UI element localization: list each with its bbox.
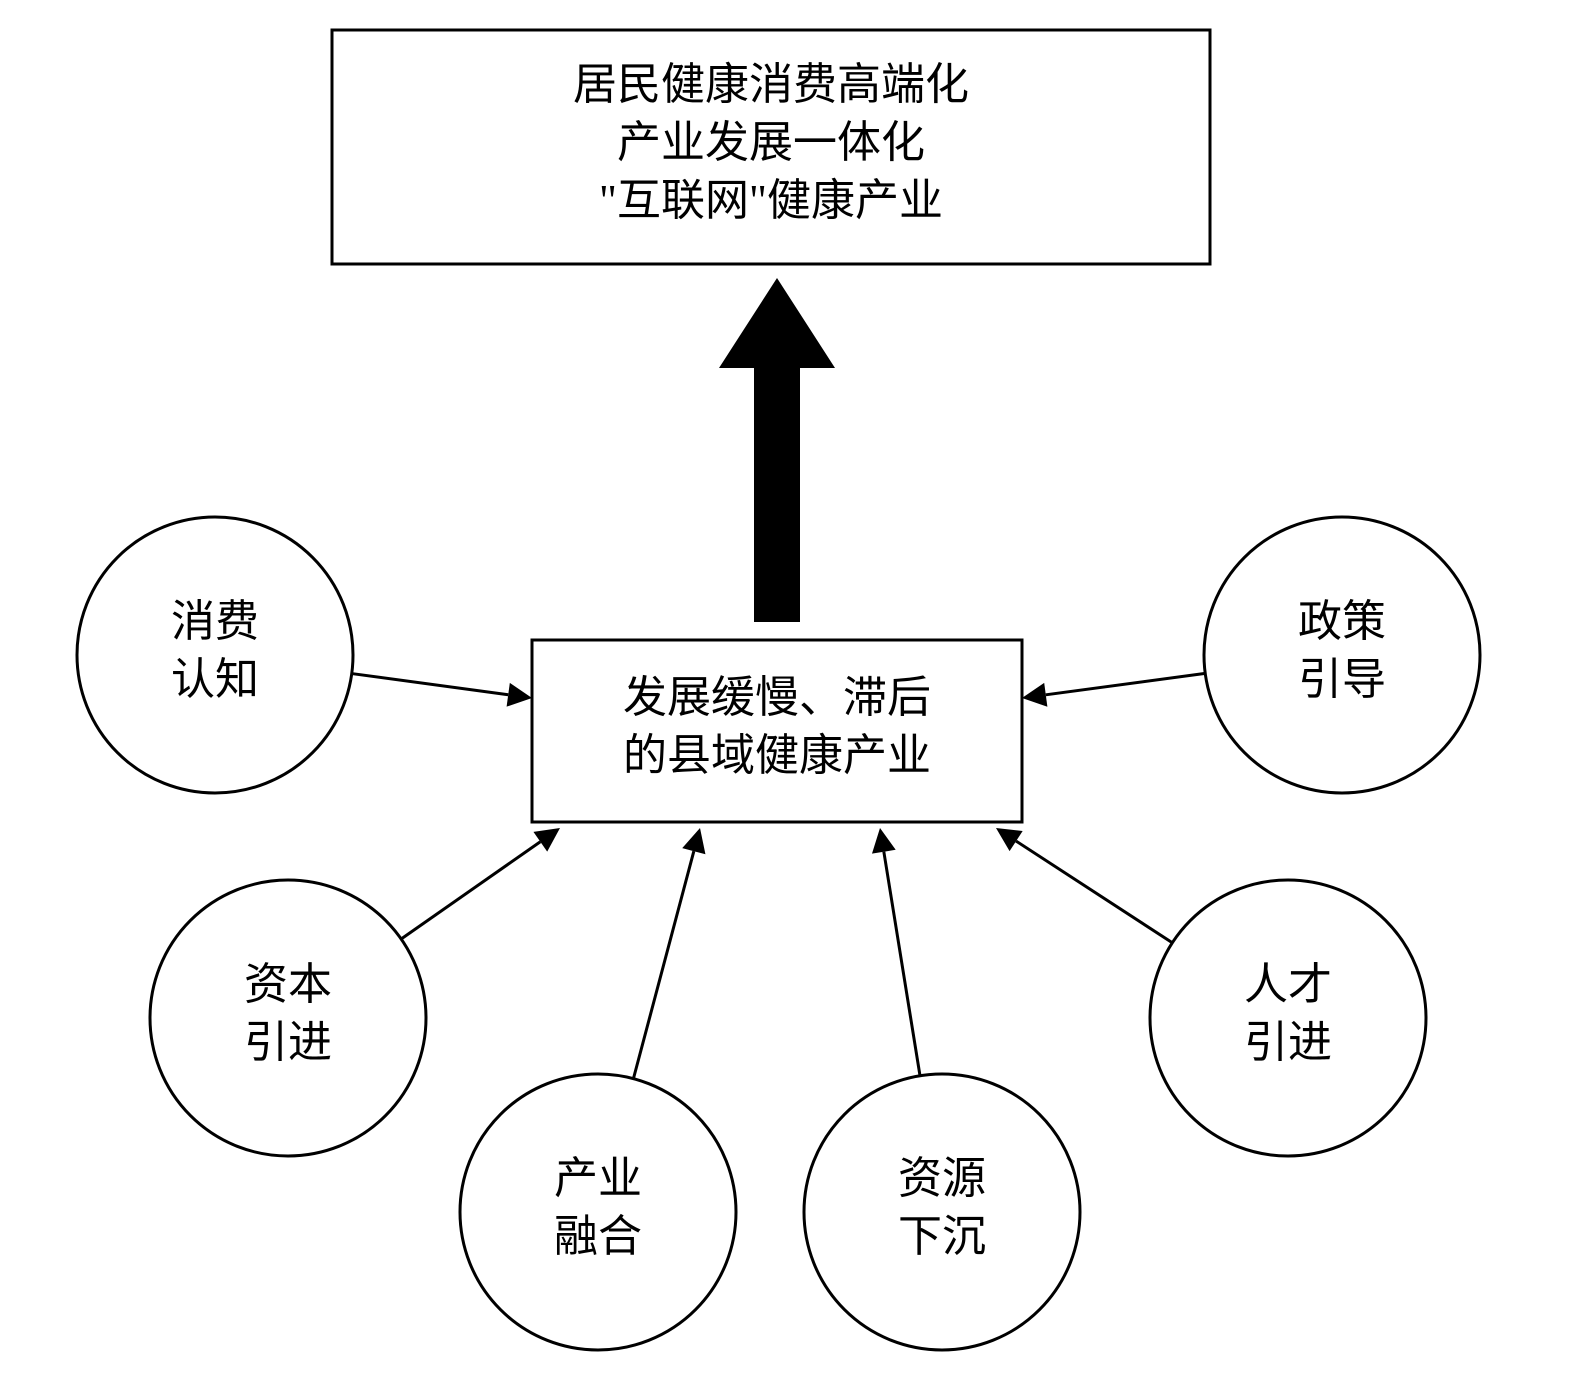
arrow-line-resource-sinking [884,852,920,1076]
arrow-line-policy-guidance [1046,673,1205,694]
factor-label-consumer-cognition-line-1: 认知 [171,655,259,704]
factor-label-industry-integration-line-0: 产业 [554,1154,642,1203]
factor-label-policy-guidance-line-1: 引导 [1298,655,1386,704]
factor-label-talent-introduction-line-1: 引进 [1244,1018,1332,1067]
arrow-line-talent-introduction [1016,841,1172,943]
factor-label-resource-sinking-line-1: 下沉 [898,1212,986,1261]
arrow-line-consumer-cognition [352,674,508,695]
arrow-head-industry-integration [682,828,705,854]
factor-label-talent-introduction-line-0: 人才 [1244,960,1332,1009]
factor-label-industry-integration-line-1: 融合 [554,1212,642,1261]
thick-arrow-up [719,278,835,622]
goal-box-text-line-1: 产业发展一体化 [617,118,925,167]
arrow-line-capital-introduction [401,842,540,939]
arrow-head-consumer-cognition [507,683,532,707]
factor-label-policy-guidance-line-0: 政策 [1298,597,1386,646]
goal-box-text-line-2: "互联网"健康产业 [599,176,943,225]
arrow-line-industry-integration [633,851,693,1078]
center-box-text-line-0: 发展缓慢、滞后 [623,673,931,722]
arrow-head-capital-introduction [533,828,560,852]
factor-label-consumer-cognition-line-0: 消费 [171,597,259,646]
arrow-head-talent-introduction [996,828,1023,851]
factor-label-capital-introduction-line-0: 资本 [244,960,332,1009]
diagram-canvas: 居民健康消费高端化产业发展一体化 "互联网"健康产业发展缓慢、滞后的县域健康产业 消… [0,0,1575,1388]
factor-label-resource-sinking-line-0: 资源 [898,1154,986,1203]
factor-label-capital-introduction-line-1: 引进 [244,1018,332,1067]
arrow-head-policy-guidance [1022,683,1047,707]
center-box-text-line-1: 的县域健康产业 [623,731,931,780]
goal-box-text-line-0: 居民健康消费高端化 [573,60,969,109]
arrow-head-resource-sinking [872,828,896,854]
